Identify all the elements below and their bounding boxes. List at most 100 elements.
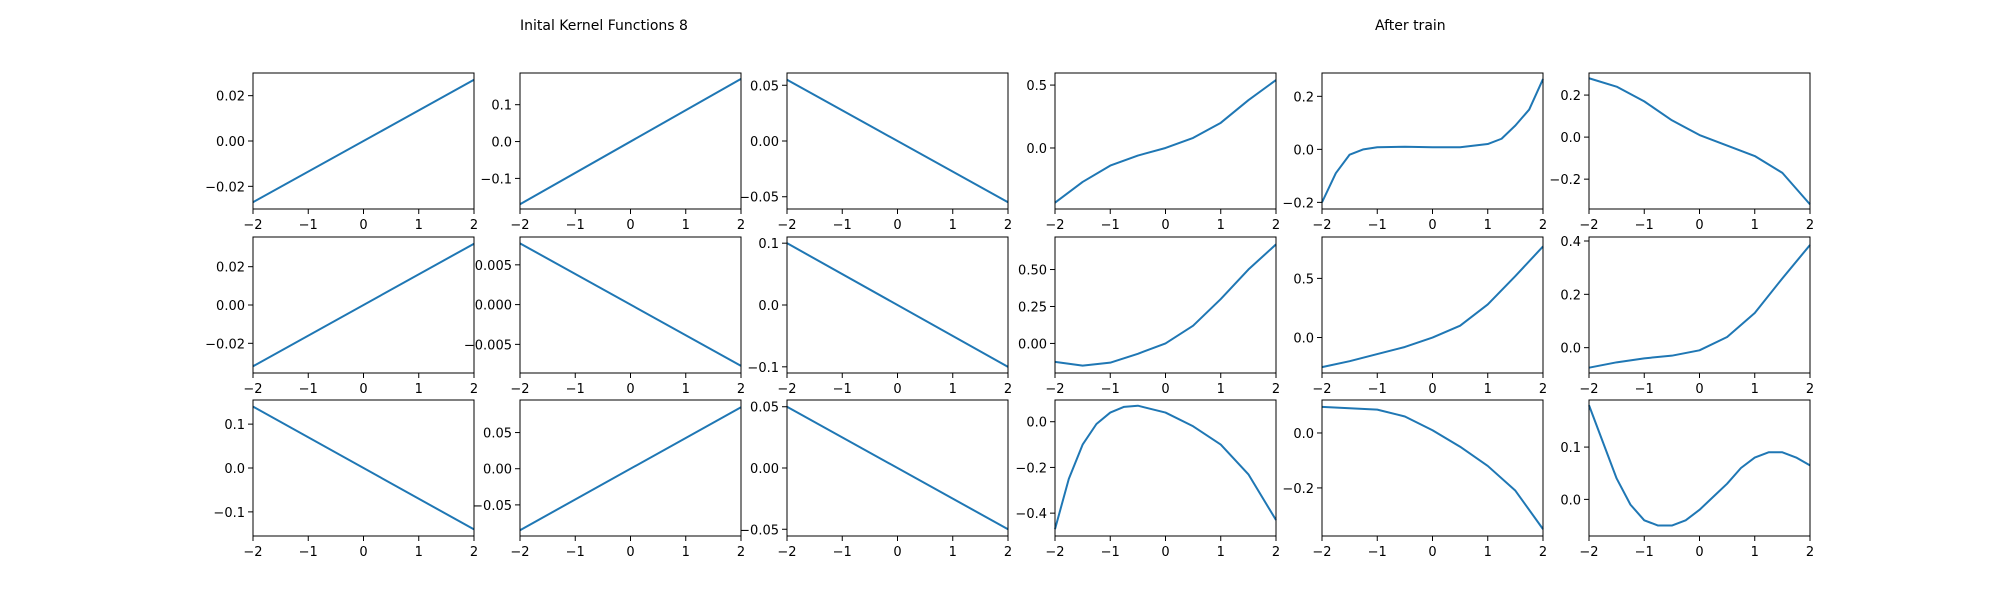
y-tick-label: 0.00 xyxy=(750,462,779,477)
y-tick-label: 0.0 xyxy=(1560,342,1581,357)
x-tick-label: −2 xyxy=(243,382,262,397)
y-tick-label: 0.0 xyxy=(1560,131,1581,146)
x-tick-label: 1 xyxy=(1217,545,1225,560)
x-tick-label: −1 xyxy=(299,545,318,560)
x-tick-label: −1 xyxy=(1101,218,1120,233)
x-tick-label: 2 xyxy=(737,382,745,397)
x-tick-label: 2 xyxy=(1004,545,1012,560)
subplot-r1c4: −2 −1 0 1 2 0.0 0.5 xyxy=(1026,72,1280,233)
x-tick-label: −2 xyxy=(243,218,262,233)
x-tick-label: 2 xyxy=(1272,218,1280,233)
x-tick-label: −1 xyxy=(1368,218,1387,233)
x-tick-label: 2 xyxy=(470,218,478,233)
y-tick-label: −0.4 xyxy=(1015,507,1047,522)
x-tick-label: 2 xyxy=(737,545,745,560)
x-tick-label: 2 xyxy=(1004,218,1012,233)
x-tick-label: 0 xyxy=(893,218,901,233)
x-tick-label: 0 xyxy=(1161,545,1169,560)
x-tick-label: 0 xyxy=(1428,218,1436,233)
series-line xyxy=(1321,245,1544,369)
x-tick-label: 0 xyxy=(893,545,901,560)
x-tick-label: 0 xyxy=(1161,382,1169,397)
x-tick-label: 1 xyxy=(1751,218,1759,233)
series-line xyxy=(786,405,1009,531)
y-tick-label: 0.0 xyxy=(1293,427,1314,442)
x-tick-label: −2 xyxy=(1579,545,1598,560)
y-tick-label: 0.0 xyxy=(224,462,245,477)
subplot-r3c2: −2 −1 0 1 2 −0.05 0.00 0.05 xyxy=(472,399,745,560)
series-line xyxy=(1321,78,1544,203)
x-tick-label: −1 xyxy=(566,382,585,397)
figure-title-left: Inital Kernel Functions 8 xyxy=(520,18,688,34)
subplot-grid: −2 −1 0 1 2−0.020.000.02−2 −1 0 1 2−0.10.00.1−2−… xyxy=(205,72,1814,560)
x-tick-label: −2 xyxy=(1579,382,1598,397)
y-tick-label: 0.05 xyxy=(483,427,512,442)
y-tick-label: −0.2 xyxy=(1549,173,1581,188)
x-tick-label: −2 xyxy=(1045,545,1064,560)
x-tick-label: −1 xyxy=(1101,545,1120,560)
x-tick-label: 2 xyxy=(1806,218,1814,233)
x-tick-label: −1 xyxy=(1368,545,1387,560)
x-tick-label: 0 xyxy=(359,382,367,397)
x-tick-label: 1 xyxy=(949,545,957,560)
y-tick-label: 0.02 xyxy=(216,90,245,105)
x-tick-label: 1 xyxy=(1484,545,1492,560)
figure-title-right: After train xyxy=(1375,18,1446,34)
subplot-r2c2: −2 −1 0 1 2 −0.005 0.000 0.005 xyxy=(464,236,745,397)
x-tick-label: −2 xyxy=(1045,218,1064,233)
y-tick-label: 0.00 xyxy=(216,135,245,150)
x-tick-label: 2 xyxy=(1806,545,1814,560)
subplot-r1c6: −2 −1 0 1 2 −0.2 0.0 0.2 xyxy=(1549,72,1814,233)
series-line xyxy=(519,242,742,367)
x-tick-label: −1 xyxy=(1635,218,1654,233)
x-tick-label: 2 xyxy=(1539,382,1547,397)
subplot-r3c6: −2 −1 0 1 2 0.0 0.1 xyxy=(1560,399,1814,560)
y-tick-label: −0.2 xyxy=(1282,482,1314,497)
y-tick-label: 0.5 xyxy=(1026,79,1047,94)
y-tick-label: 0.2 xyxy=(1560,89,1581,104)
x-tick-label: 0 xyxy=(1695,218,1703,233)
series-line xyxy=(1054,243,1277,367)
subplot-r1c5: −2 −1 0 1 2 −0.2 0.0 0.2 xyxy=(1282,72,1547,233)
x-tick-label: 0 xyxy=(626,545,634,560)
series-line xyxy=(1588,404,1811,527)
y-tick-label: −0.2 xyxy=(1015,461,1047,476)
subplot-r2c6: −2 −1 0 1 2 0.0 0.2 0.4 xyxy=(1560,235,1814,397)
y-tick-label: −0.05 xyxy=(472,499,512,514)
x-tick-label: −1 xyxy=(299,218,318,233)
y-tick-label: 0.0 xyxy=(1026,416,1047,431)
y-tick-label: 0.5 xyxy=(1293,272,1314,287)
y-tick-label: −0.02 xyxy=(205,180,245,195)
x-tick-label: −1 xyxy=(1368,382,1387,397)
x-tick-label: 2 xyxy=(1272,382,1280,397)
x-tick-label: 0 xyxy=(359,218,367,233)
series-line xyxy=(519,406,742,532)
x-tick-label: −1 xyxy=(833,545,852,560)
x-tick-label: −2 xyxy=(243,545,262,560)
x-tick-label: 2 xyxy=(1539,218,1547,233)
subplot-r2c1: −2 −1 0 1 2 −0.02 0.00 0.02 xyxy=(205,236,478,397)
series-line xyxy=(252,405,475,531)
y-tick-label: 0.02 xyxy=(216,261,245,276)
subplot-r3c4: −2 −1 0 1 2 −0.4 −0.2 0.0 xyxy=(1015,399,1280,560)
y-tick-label: −0.2 xyxy=(1282,196,1314,211)
y-tick-label: 0.005 xyxy=(475,259,512,274)
x-tick-label: −2 xyxy=(1045,382,1064,397)
y-tick-label: 0.0 xyxy=(1560,493,1581,508)
x-tick-label: 0 xyxy=(626,218,634,233)
x-tick-label: 1 xyxy=(949,382,957,397)
subplot-r3c1: −2 −1 0 1 2 −0.1 0.0 0.1 xyxy=(213,399,478,560)
y-tick-label: 0.00 xyxy=(483,463,512,478)
y-tick-label: −0.005 xyxy=(464,338,512,353)
x-tick-label: 2 xyxy=(470,382,478,397)
x-tick-label: −1 xyxy=(1101,382,1120,397)
x-tick-label: 0 xyxy=(893,382,901,397)
y-tick-label: 0.4 xyxy=(1560,235,1581,250)
y-tick-label: 0.1 xyxy=(758,237,779,252)
x-tick-label: 2 xyxy=(1539,545,1547,560)
y-tick-label: 0.2 xyxy=(1560,288,1581,303)
x-tick-label: 2 xyxy=(1806,382,1814,397)
y-tick-label: 0.00 xyxy=(1018,337,1047,352)
x-tick-label: 1 xyxy=(1484,218,1492,233)
subplot-r3c5: −2 −1 0 1 2 −0.2 0.0 xyxy=(1282,399,1547,560)
